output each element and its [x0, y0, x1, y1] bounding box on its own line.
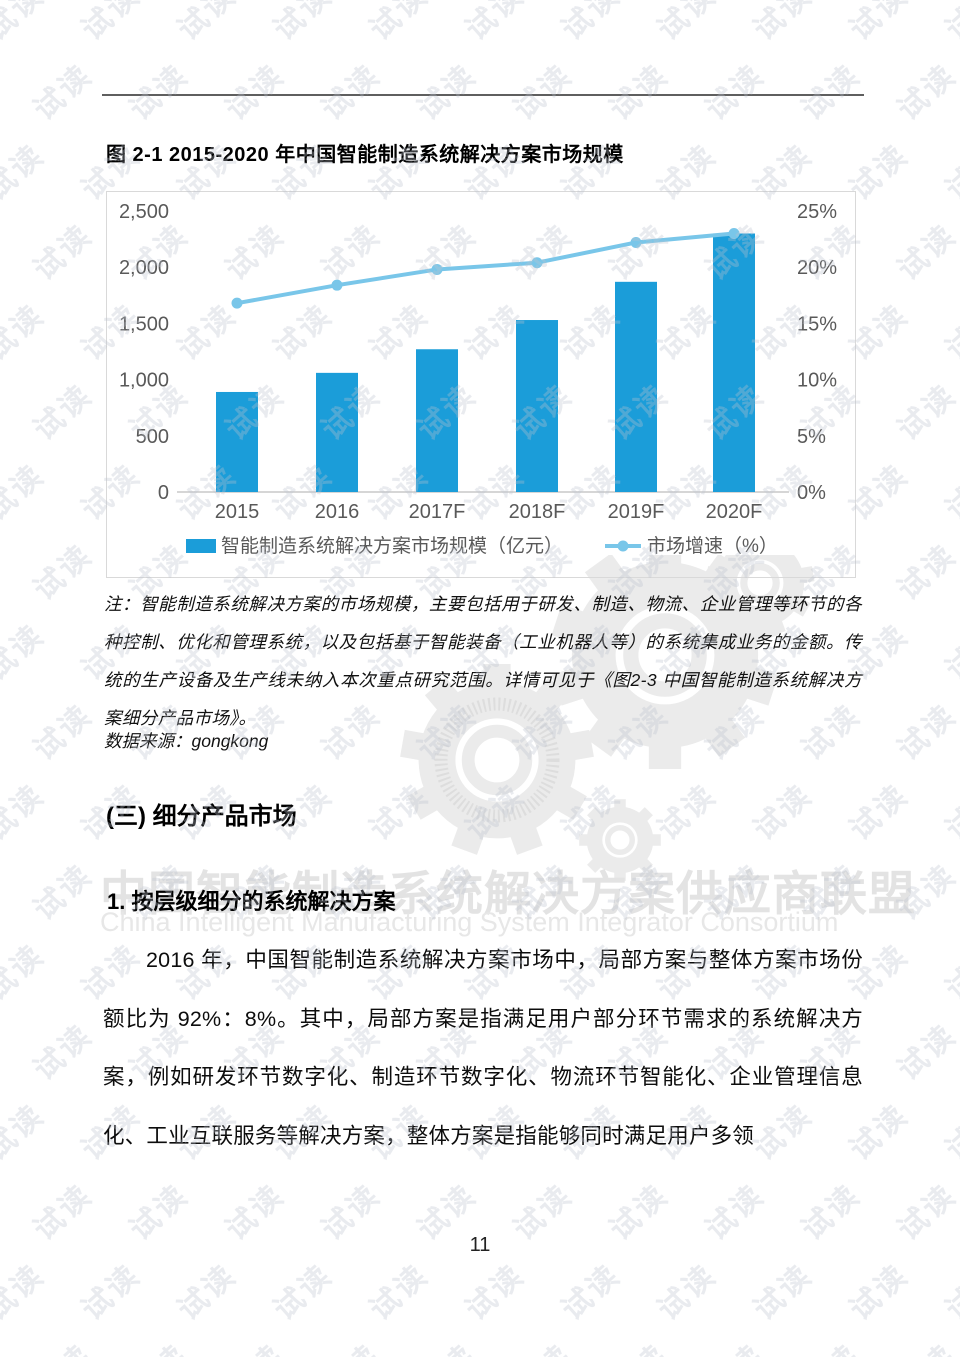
svg-text:2,500: 2,500	[119, 201, 169, 223]
page-number: 11	[469, 1234, 491, 1256]
subsection-heading: 1. 按层级细分的系统解决方案	[107, 889, 396, 914]
consortium-watermark-cn: 中国智能制造系统解决方案供应商联盟	[100, 867, 916, 920]
svg-text:20%: 20%	[797, 257, 837, 279]
svg-text:2017F: 2017F	[409, 501, 466, 523]
svg-text:2020F: 2020F	[706, 501, 763, 523]
svg-text:1,000: 1,000	[119, 370, 169, 392]
svg-text:2018F: 2018F	[509, 501, 566, 523]
svg-text:2,000: 2,000	[119, 257, 169, 279]
chart-note: 注：智能制造系统解决方案的市场规模，主要包括用于研发、制造、物流、企业管理等环节…	[104, 594, 862, 728]
svg-text:智能制造系统解决方案市场规模（亿元）: 智能制造系统解决方案市场规模（亿元）	[221, 535, 563, 557]
bar-line-chart: 2,500 2,000 1,500 1,000 500 0 25% 20% 15% 10% 5% 0%…	[119, 201, 837, 557]
svg-text:25%: 25%	[797, 201, 837, 223]
svg-text:0: 0	[158, 482, 169, 504]
data-source: 数据来源：gongkong	[104, 731, 269, 751]
svg-text:2015: 2015	[215, 501, 260, 523]
header-rule	[102, 94, 864, 96]
market-size-chart: 2,500 2,000 1,500 1,000 500 0 25% 20% 15% 10% 5% 0%…	[106, 191, 856, 578]
svg-text:15%: 15%	[797, 313, 837, 335]
svg-text:2019F: 2019F	[608, 501, 665, 523]
section-heading: (三) 细分产品市场	[106, 803, 297, 830]
consortium-watermark-en: China Intelligent Manufacturing System I…	[100, 907, 839, 937]
consortium-watermark: 中国智能制造系统解决方案供应商联盟 China Intelligent Manu…	[100, 555, 916, 975]
svg-text:0%: 0%	[797, 482, 826, 504]
figure-title: 图 2-1 2015-2020 年中国智能制造系统解决方案市场规模	[106, 144, 624, 166]
svg-text:5%: 5%	[797, 426, 826, 448]
svg-text:10%: 10%	[797, 370, 837, 392]
svg-text:1,500: 1,500	[119, 313, 169, 335]
svg-text:500: 500	[136, 426, 169, 448]
body-paragraph: 2016 年，中国智能制造系统解决方案市场中，局部方案与整体方案市场份额比为 9…	[103, 948, 863, 1148]
svg-text:市场增速（%）: 市场增速（%）	[647, 535, 778, 557]
gear-logo-watermark-icon	[400, 555, 815, 881]
svg-text:2016: 2016	[315, 501, 360, 523]
